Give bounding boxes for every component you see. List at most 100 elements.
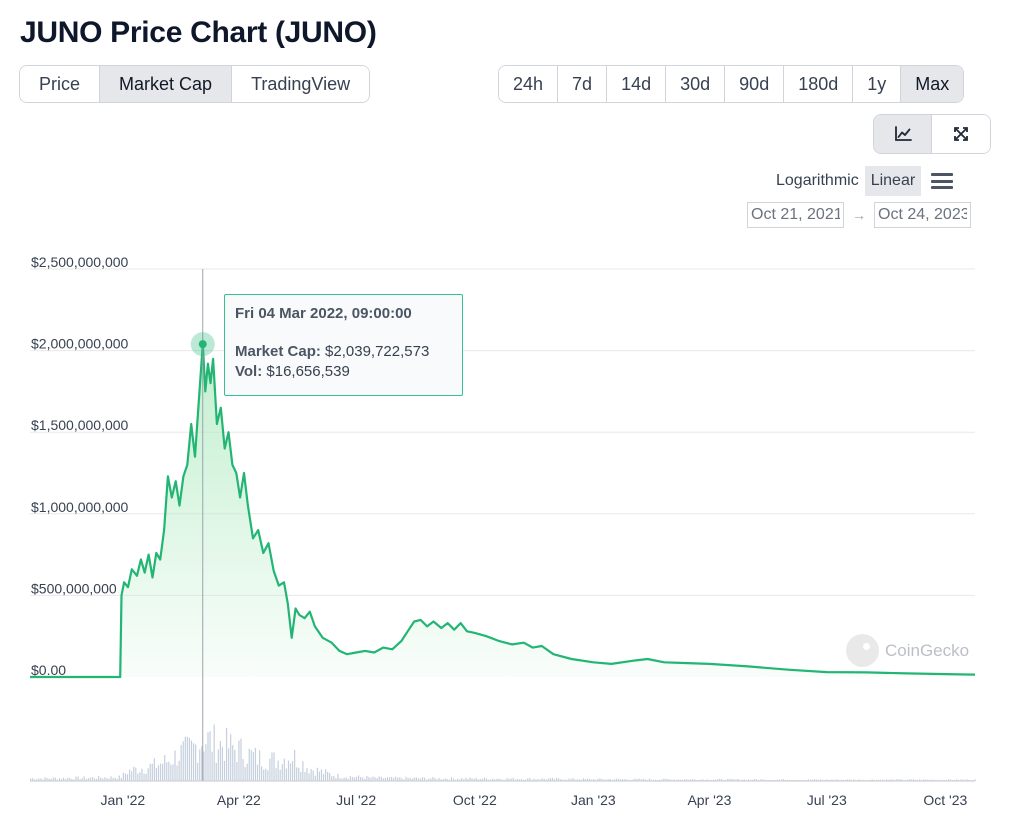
volume-bar: [828, 780, 830, 781]
volume-bar: [745, 780, 747, 781]
volume-bar: [347, 778, 349, 781]
volume-bar: [341, 778, 343, 781]
volume-bar: [535, 779, 537, 781]
volume-bar: [564, 779, 566, 781]
volume-bar: [834, 779, 836, 781]
volume-bar: [254, 747, 257, 781]
volume-bar: [374, 777, 376, 781]
range-30d-button[interactable]: 30d: [666, 66, 726, 102]
volume-bar: [370, 777, 372, 781]
volume-bar: [857, 779, 859, 781]
range-1y-button[interactable]: 1y: [853, 66, 902, 102]
volume-bar: [527, 778, 529, 781]
tab-price[interactable]: Price: [20, 66, 101, 102]
volume-bar: [349, 776, 351, 781]
volume-bar: [250, 750, 252, 781]
volume-bar: [133, 766, 135, 781]
volume-bar: [151, 763, 153, 781]
range-90d-button[interactable]: 90d: [725, 66, 785, 102]
date-from-input[interactable]: [747, 202, 844, 228]
volume-bar: [923, 779, 925, 781]
volume-bar: [646, 780, 648, 781]
volume-bar: [764, 780, 766, 781]
volume-bar: [40, 778, 42, 781]
volume-bar: [797, 780, 799, 781]
volume-bar: [778, 779, 780, 781]
date-to-input[interactable]: [874, 202, 971, 228]
volume-bar: [941, 779, 943, 781]
line-chart-button[interactable]: [874, 115, 932, 153]
tab-market-cap[interactable]: Market Cap: [100, 66, 233, 102]
hamburger-menu-icon[interactable]: [931, 171, 954, 191]
volume-bar: [153, 758, 155, 781]
volume-bar: [848, 779, 851, 781]
watermark-text: CoinGecko: [885, 640, 970, 660]
volume-bar: [813, 779, 816, 781]
market-cap-area: [30, 344, 975, 677]
tooltip-market-cap-label: Market Cap:: [235, 343, 321, 360]
volume-bar: [318, 771, 320, 781]
volume-bar: [820, 779, 822, 781]
volume-bar: [508, 778, 510, 781]
volume-bar: [209, 731, 211, 781]
volume-bar: [826, 779, 828, 781]
volume-bar: [721, 778, 723, 781]
fullscreen-button[interactable]: [932, 115, 990, 153]
volume-bar: [846, 779, 849, 781]
volume-bar: [754, 778, 756, 781]
volume-bar: [192, 743, 195, 781]
volume-bar: [576, 779, 578, 781]
volume-bar: [143, 773, 145, 781]
market-cap-chart[interactable]: $0.00 $500,000,000 $1,000,000,000 $1,500,00…: [0, 240, 1024, 824]
volume-bar: [525, 779, 527, 781]
volume-bar: [529, 777, 531, 781]
logarithmic-option[interactable]: Logarithmic: [776, 172, 859, 189]
volume-bar: [968, 780, 970, 781]
range-7d-button[interactable]: 7d: [558, 66, 608, 102]
volume-bar: [213, 724, 215, 781]
volume-bar: [784, 780, 787, 781]
volume-bar: [106, 778, 108, 781]
range-max-button[interactable]: Max: [901, 66, 964, 102]
volume-bar: [549, 778, 552, 781]
volume-bar: [207, 732, 209, 781]
volume-bar: [211, 751, 213, 781]
tooltip-market-cap-value: $2,039,722,573: [325, 343, 430, 360]
volume-bar: [537, 779, 539, 781]
volume-bar: [479, 778, 481, 781]
tab-tradingview[interactable]: TradingView: [232, 66, 370, 102]
volume-bar: [776, 779, 778, 781]
volume-bar: [376, 778, 378, 781]
volume-bar: [252, 752, 254, 781]
volume-bar: [77, 776, 79, 781]
range-180d-button[interactable]: 180d: [784, 66, 854, 102]
volume-bar: [896, 779, 898, 781]
range-24h-button[interactable]: 24h: [499, 66, 559, 102]
volume-bar: [888, 779, 890, 781]
y-tick-label: $1,000,000,000: [31, 499, 129, 515]
volume-bar: [927, 779, 929, 781]
linear-option[interactable]: Linear: [864, 166, 922, 196]
tooltip-vol-label: Vol:: [235, 363, 263, 380]
volume-bar: [75, 776, 77, 781]
volume-bar: [162, 763, 164, 781]
range-14d-button[interactable]: 14d: [607, 66, 667, 102]
volume-bar: [337, 773, 339, 781]
volume-bar: [723, 780, 725, 781]
volume-bar: [910, 779, 912, 781]
volume-bar: [438, 777, 440, 781]
volume-bar: [291, 761, 294, 781]
volume-bar: [465, 777, 467, 781]
volume-bar: [782, 778, 785, 781]
volume-bar: [516, 778, 519, 781]
volume-bar: [98, 775, 100, 781]
volume-bar: [302, 761, 304, 781]
volume-bar: [409, 777, 411, 781]
volume-bar: [547, 778, 549, 781]
volume-bar: [36, 779, 38, 781]
volume-bar: [487, 779, 490, 781]
volume-bar: [506, 778, 508, 781]
volume-bar: [954, 780, 956, 781]
volume-bar: [605, 779, 607, 781]
volume-bar: [298, 767, 300, 781]
